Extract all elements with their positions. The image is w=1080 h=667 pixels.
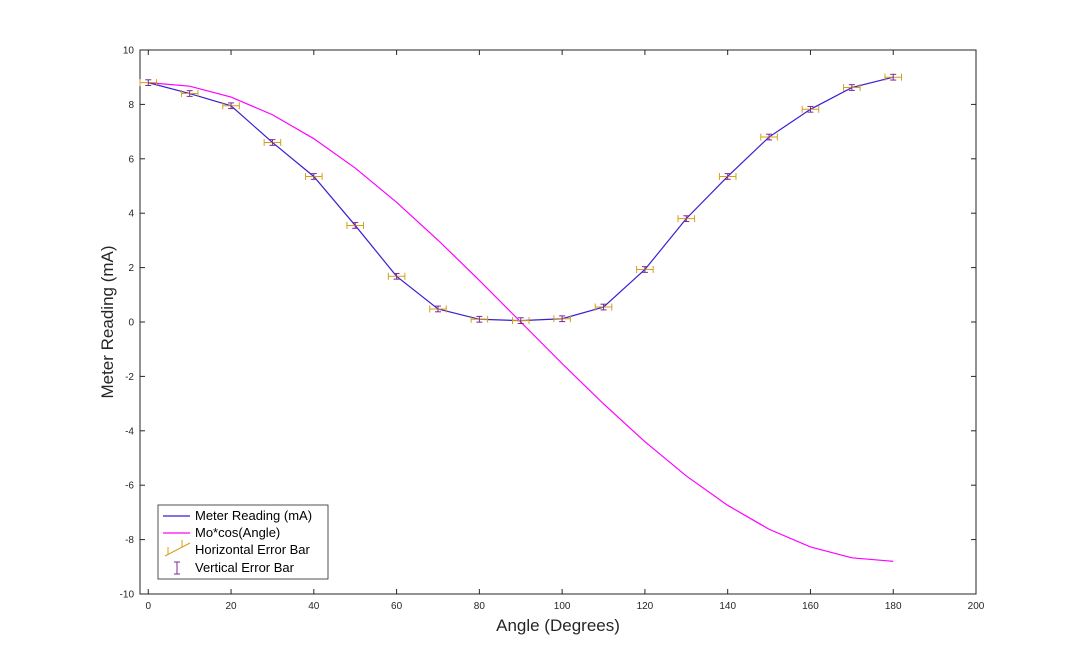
y-tick-label: 6 [128, 154, 134, 165]
x-tick-label: 20 [225, 601, 237, 612]
y-tick-label: -8 [125, 535, 134, 546]
x-tick-label: 140 [719, 601, 736, 612]
y-tick-label: -4 [125, 426, 134, 437]
x-tick-label: 40 [308, 601, 320, 612]
y-tick-label: 2 [128, 263, 134, 274]
x-tick-label: 120 [637, 601, 654, 612]
y-tick-label: -2 [125, 372, 134, 383]
x-tick-label: 180 [885, 601, 902, 612]
x-tick-label: 60 [391, 601, 403, 612]
legend: Meter Reading (mA) Mo*cos(Angle) Horizon… [157, 504, 329, 580]
y-tick-label: -6 [125, 481, 134, 492]
legend-swatch-vertical-error [174, 561, 180, 575]
legend-label-horizontal-error: Horizontal Error Bar [195, 542, 311, 557]
x-axis-label: Angle (Degrees) [496, 616, 620, 635]
legend-swatch-horizontal-error [164, 540, 191, 557]
legend-box [157, 504, 329, 580]
legend-label-cos: Mo*cos(Angle) [195, 525, 280, 540]
plot-area [139, 49, 977, 595]
legend-label-meter-reading: Meter Reading (mA) [195, 508, 312, 523]
x-tick-label: 0 [145, 601, 151, 612]
y-axis-label: Meter Reading (mA) [98, 245, 117, 398]
y-tick-label: 4 [128, 209, 134, 220]
x-tick-label: 160 [802, 601, 819, 612]
axis-ticks: 0 20 40 60 80 100 120 140 160 180 200 -10 -8 -6 -4 -2 0 2… [120, 46, 985, 613]
legend-label-vertical-error: Vertical Error Bar [195, 560, 295, 575]
y-tick-label: 8 [128, 100, 134, 111]
x-tick-label: 200 [968, 601, 985, 612]
y-tick-label: 0 [128, 318, 134, 329]
error-bars [139, 73, 903, 325]
y-tick-label: -10 [120, 590, 135, 601]
y-tick-label: 10 [123, 46, 135, 57]
x-tick-label: 100 [554, 601, 571, 612]
x-tick-label: 80 [474, 601, 486, 612]
